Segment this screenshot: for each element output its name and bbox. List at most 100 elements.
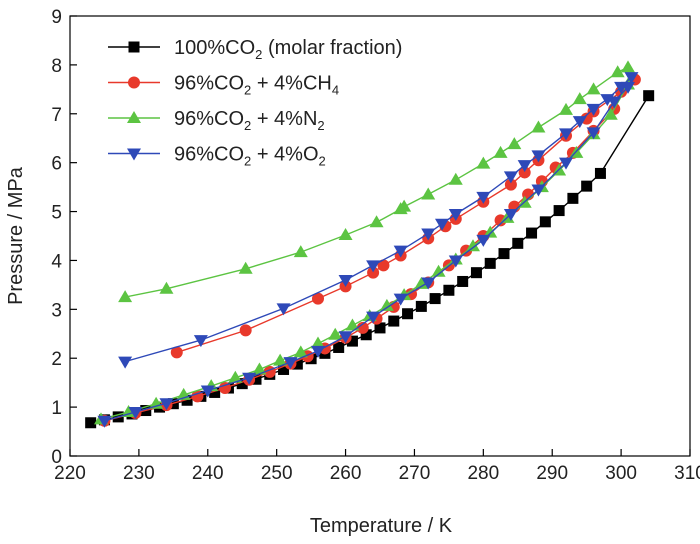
data-point — [250, 373, 262, 385]
data-point — [236, 378, 248, 390]
data-point — [559, 102, 573, 115]
data-point — [457, 275, 469, 287]
legend-text: + 4%N — [251, 108, 317, 130]
legend-text: 100%CO — [174, 37, 255, 59]
data-point — [328, 327, 343, 340]
legend-entry-2: 96%CO2 + 4%N2 — [108, 108, 325, 133]
data-point — [494, 214, 507, 227]
x-tick-label: 230 — [123, 463, 155, 484]
x-tick-label: 270 — [399, 463, 431, 484]
data-point — [397, 199, 412, 212]
data-point — [448, 172, 463, 185]
y-tick-label: 5 — [51, 203, 62, 224]
y-axis-title: Pressure / MPa — [5, 166, 27, 305]
data-point — [311, 345, 325, 358]
data-point — [476, 191, 491, 204]
data-point — [242, 372, 257, 385]
x-tick-label: 300 — [605, 463, 637, 484]
data-point — [366, 311, 381, 324]
series-3 — [97, 72, 639, 428]
data-point — [581, 180, 593, 192]
data-point — [559, 128, 573, 141]
data-point — [291, 358, 303, 370]
data-point — [252, 362, 267, 375]
data-point — [448, 255, 463, 268]
data-point — [512, 237, 524, 249]
data-point — [209, 386, 221, 398]
data-point — [466, 239, 480, 252]
y-tick-label: 2 — [51, 349, 62, 370]
data-point — [312, 292, 324, 305]
y-tick-label: 1 — [51, 398, 62, 419]
data-point — [170, 346, 183, 359]
legend-entry-1: 96%CO2 + 4%CH4 — [108, 73, 339, 98]
data-point — [443, 284, 455, 296]
data-point — [97, 415, 112, 428]
legend-text: 96%CO — [174, 144, 244, 166]
data-point — [507, 137, 522, 150]
data-point — [539, 216, 551, 228]
data-point — [483, 225, 498, 238]
data-point — [517, 160, 532, 173]
data-point — [219, 382, 231, 395]
data-point — [498, 248, 510, 260]
axes: 220 230 240 250 260 270 280 290 300 310 0 1 2 3 4 5 6 7 8 9 — [51, 7, 700, 484]
data-point — [493, 145, 508, 158]
data-point — [200, 385, 215, 398]
data-point — [283, 357, 298, 370]
data-point — [476, 234, 491, 247]
data-point — [518, 166, 531, 179]
series-line — [100, 84, 629, 420]
x-tick-label: 310 — [674, 463, 700, 484]
legend-label: 100%CO2 (molar fraction) — [174, 37, 402, 62]
legend-subscript: 2 — [317, 118, 324, 133]
data-point — [402, 308, 414, 320]
data-point — [586, 82, 601, 95]
y-tick-label: 3 — [51, 300, 62, 321]
data-point — [338, 228, 353, 241]
legend-label: 96%CO2 + 4%CH4 — [174, 73, 339, 98]
data-point — [559, 157, 573, 170]
data-point — [377, 259, 390, 272]
y-tick-label: 8 — [51, 56, 62, 77]
data-point — [338, 275, 353, 287]
data-point — [159, 398, 174, 411]
x-tick-label: 290 — [536, 463, 568, 484]
y-tick-label: 9 — [51, 7, 62, 28]
data-point — [415, 300, 427, 312]
legend-entry-3: 96%CO2 + 4%O2 — [108, 144, 326, 169]
data-point — [421, 187, 436, 200]
data-point — [393, 245, 408, 258]
x-tick-label: 280 — [467, 463, 499, 484]
data-point — [388, 315, 400, 327]
data-point — [273, 353, 288, 366]
x-tick-label: 220 — [54, 463, 86, 484]
data-point — [572, 116, 587, 129]
data-point — [607, 96, 622, 109]
data-point — [431, 264, 446, 277]
data-point — [621, 60, 635, 73]
data-point — [526, 227, 538, 239]
data-point — [393, 293, 408, 306]
data-point — [603, 107, 618, 120]
y-tick-label: 7 — [51, 105, 62, 126]
data-point — [572, 92, 587, 105]
data-point — [293, 245, 308, 258]
data-point — [470, 267, 482, 279]
plot-area — [85, 60, 655, 429]
data-point — [504, 178, 517, 191]
data-point — [121, 405, 136, 417]
x-axis-title: Temperature / K — [310, 515, 453, 537]
data-point — [379, 298, 394, 311]
legend-marker — [128, 41, 140, 53]
data-point — [429, 293, 441, 305]
legend-text: 96%CO — [174, 73, 244, 95]
legend-marker — [127, 111, 141, 123]
y-tick-label: 6 — [51, 154, 62, 175]
data-point — [414, 276, 429, 289]
x-tick-label: 260 — [330, 463, 362, 484]
data-point — [333, 341, 345, 353]
data-point — [567, 192, 579, 204]
data-point — [238, 261, 253, 274]
